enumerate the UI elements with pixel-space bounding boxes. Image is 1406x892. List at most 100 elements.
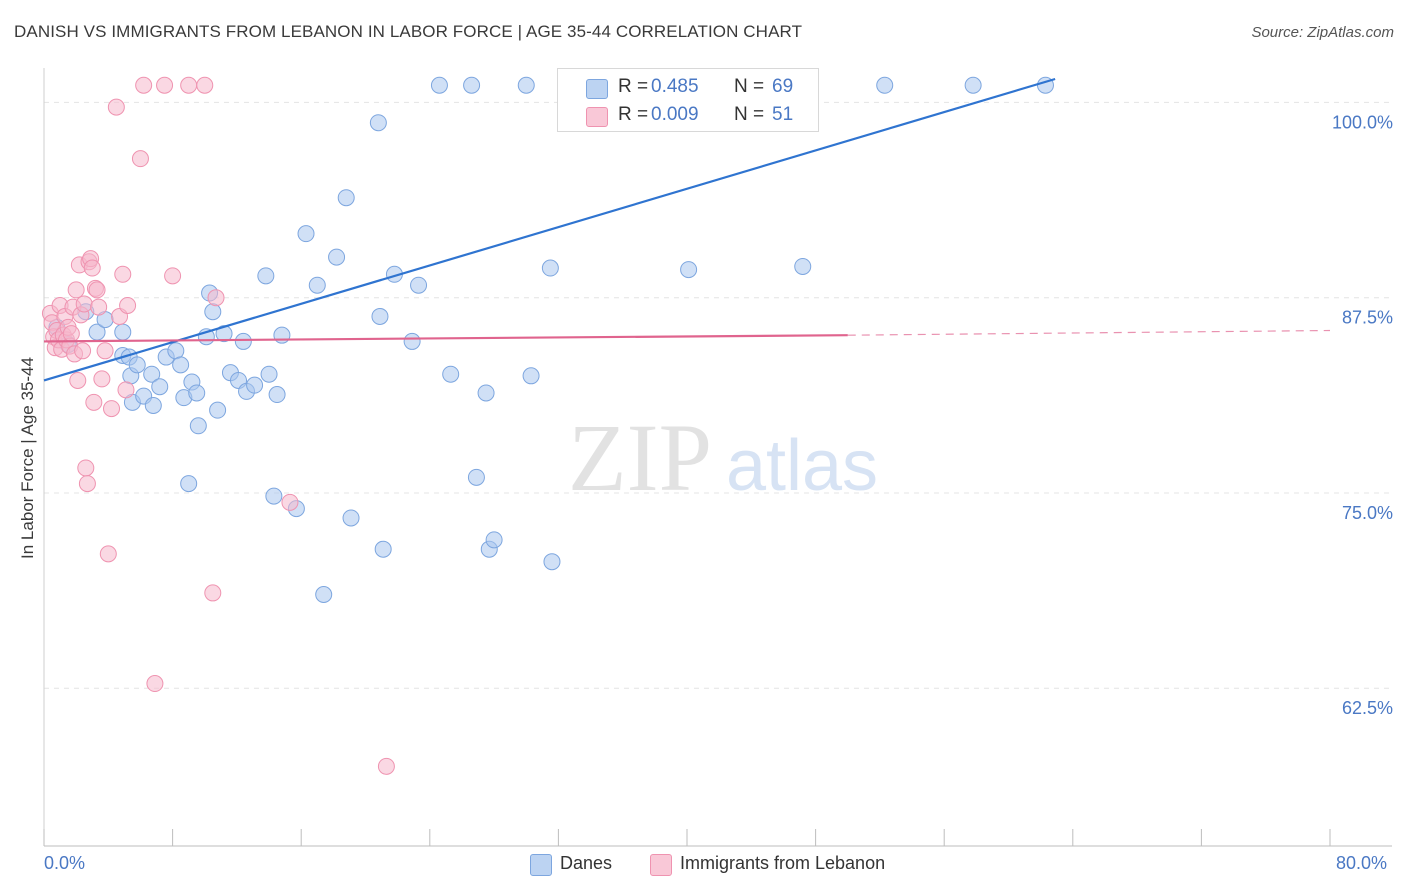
lebanon-trend-line bbox=[43, 334, 848, 343]
axis-layer bbox=[43, 68, 1392, 847]
danes-point bbox=[246, 376, 264, 394]
danes-point bbox=[114, 323, 132, 341]
legend-r-value: 0.009 bbox=[651, 104, 699, 125]
legend-row-danes: R = 0.485 N = 69 bbox=[558, 73, 818, 103]
lebanon-point bbox=[99, 545, 117, 563]
y-tick-label: 75.0% bbox=[1342, 503, 1393, 523]
danes-point bbox=[371, 307, 389, 325]
danes-point bbox=[680, 261, 698, 279]
lebanon-point bbox=[114, 265, 132, 283]
y-axis-label: In Labor Force | Age 35-44 bbox=[18, 357, 37, 559]
danes-point bbox=[964, 76, 982, 94]
watermark: ZIP atlas bbox=[568, 404, 878, 511]
lebanon-point bbox=[88, 281, 106, 299]
lebanon-trend-extension bbox=[847, 329, 1331, 336]
points-layer bbox=[41, 76, 1054, 775]
legend-n-value: 51 bbox=[772, 104, 794, 125]
lebanon-point bbox=[78, 475, 96, 493]
lebanon-point bbox=[69, 371, 87, 389]
y-tick-labels: 100.0% 87.5% 75.0% 62.5% bbox=[1332, 112, 1393, 718]
danes-point bbox=[151, 378, 169, 396]
bottom-swatch-danes bbox=[530, 854, 552, 876]
danes-point bbox=[180, 475, 198, 493]
danes-point bbox=[442, 365, 460, 383]
lebanon-point bbox=[74, 342, 92, 360]
danes-point bbox=[410, 276, 428, 294]
danes-point bbox=[234, 332, 252, 350]
lebanon-point bbox=[83, 259, 101, 277]
danes-point bbox=[485, 531, 503, 549]
legend-r-label: R = bbox=[618, 104, 649, 125]
danes-point bbox=[172, 356, 190, 374]
lebanon-point bbox=[103, 400, 121, 418]
danes-point bbox=[273, 326, 291, 344]
bottom-swatch-lebanon bbox=[650, 854, 672, 876]
bottom-legend: Danes Immigrants from Lebanon bbox=[0, 852, 1406, 878]
x-min-label: 0.0% bbox=[44, 853, 86, 873]
lebanon-point bbox=[67, 281, 85, 299]
legend-row-lebanon: R = 0.009 N = 51 bbox=[558, 101, 818, 131]
danes-point bbox=[876, 76, 894, 94]
lebanon-point bbox=[119, 297, 137, 315]
lebanon-point bbox=[196, 76, 214, 94]
lebanon-point bbox=[93, 370, 111, 388]
lebanon-point bbox=[164, 267, 182, 285]
danes-trend-line bbox=[43, 77, 1056, 382]
lebanon-point bbox=[204, 584, 222, 602]
legend-r-label: R = bbox=[618, 76, 649, 97]
lebanon-point bbox=[207, 289, 225, 307]
danes-point bbox=[315, 585, 333, 603]
danes-point bbox=[189, 417, 207, 435]
legend-n-value: 69 bbox=[772, 76, 794, 97]
lebanon-point bbox=[77, 459, 95, 477]
watermark-atlas: atlas bbox=[726, 426, 878, 506]
danes-point bbox=[268, 386, 286, 404]
lebanon-point bbox=[146, 675, 164, 693]
danes-point bbox=[328, 248, 346, 266]
danes-point bbox=[522, 367, 540, 385]
danes-point bbox=[308, 276, 326, 294]
danes-point bbox=[337, 189, 355, 207]
danes-point bbox=[128, 356, 146, 374]
lebanon-point bbox=[62, 325, 80, 343]
lebanon-point bbox=[90, 298, 108, 316]
bottom-label-danes: Danes bbox=[560, 853, 613, 873]
danes-point bbox=[143, 365, 161, 383]
lebanon-point bbox=[180, 76, 198, 94]
danes-point bbox=[297, 225, 315, 243]
danes-point bbox=[403, 332, 421, 350]
legend-swatch-lebanon bbox=[586, 107, 608, 127]
danes-point bbox=[543, 553, 561, 571]
legend-n-label: N = bbox=[734, 104, 765, 125]
trend-layer bbox=[43, 77, 1331, 382]
lebanon-point bbox=[96, 342, 114, 360]
lebanon-point bbox=[75, 295, 93, 313]
danes-point bbox=[477, 384, 495, 402]
danes-point bbox=[204, 303, 222, 321]
danes-point bbox=[215, 325, 233, 343]
danes-point bbox=[265, 487, 283, 505]
danes-point bbox=[517, 76, 535, 94]
lebanon-point bbox=[281, 493, 299, 511]
source-label: Source: ZipAtlas.com bbox=[1251, 24, 1394, 41]
lebanon-point bbox=[117, 381, 135, 399]
danes-point bbox=[369, 114, 387, 132]
bottom-label-lebanon: Immigrants from Lebanon bbox=[680, 853, 886, 873]
lebanon-point bbox=[131, 150, 149, 168]
danes-point bbox=[342, 509, 360, 527]
lebanon-point bbox=[135, 76, 153, 94]
lebanon-point bbox=[107, 98, 125, 116]
danes-point bbox=[794, 257, 812, 275]
danes-point bbox=[144, 396, 162, 414]
y-tick-label: 87.5% bbox=[1342, 308, 1393, 328]
danes-point bbox=[257, 267, 275, 285]
lebanon-point bbox=[85, 393, 103, 411]
danes-point bbox=[430, 76, 448, 94]
legend-box: R = 0.485 N = 69 R = 0.009 N = 51 bbox=[557, 68, 819, 132]
danes-point bbox=[188, 384, 206, 402]
danes-point bbox=[374, 540, 392, 558]
lebanon-point bbox=[377, 757, 395, 775]
legend-swatch-danes bbox=[586, 79, 608, 99]
legend-n-label: N = bbox=[734, 76, 765, 97]
